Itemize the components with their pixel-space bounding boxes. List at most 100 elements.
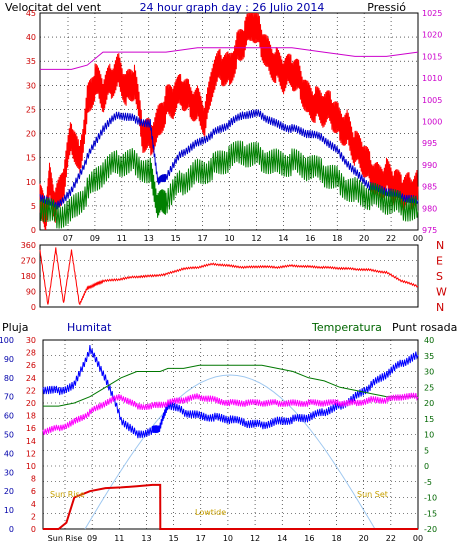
pressure-y-tick-label: 1000 [422,118,442,127]
wind-x-tick-label: 00 [413,234,423,243]
weather-x-tick-label: 14 [277,534,287,543]
wind-x-tick-label: 09 [90,234,100,243]
humidity-y-tick-label: 80 [4,374,14,383]
temperature-y-tick-label: -10 [424,494,437,503]
wind-low-line [39,140,419,229]
pressure-y-tick-label: 1020 [422,31,442,40]
humidity-y-tick-label: 70 [4,393,14,402]
rain-y-tick-label: 20 [26,399,36,408]
rain-y-tick-label: 12 [26,449,36,458]
temperature-y-tick-label: 5 [424,446,429,455]
wind-x-tick-label: 14 [278,234,288,243]
humidity-y-tick-label: 20 [4,487,14,496]
temperature-y-tick-label: 15 [424,415,434,424]
temperature-label: Temperatura [311,321,382,334]
rain-y-tick-label: 22 [26,386,36,395]
sun-elevation-curve [84,374,376,530]
compass-label: W [436,286,447,299]
humidity-y-tick-label: 10 [4,506,14,515]
weather-x-tick-label: Sun Rise [48,534,83,543]
weather-x-tick-label: 12 [250,534,260,543]
wind-x-tick-label: 20 [359,234,369,243]
humidity-y-tick-label: 0 [9,525,14,534]
wind-speed-label: Velocitat del vent [5,1,102,14]
compass-label: S [436,270,443,283]
wind-y-tick-label: 0 [31,226,36,235]
compass-label: E [436,255,443,268]
pressure-y-tick-label: 995 [422,139,437,148]
wind-x-tick-label: 10 [224,234,234,243]
wind-direction-line [39,247,419,306]
weather-x-tick-label: 11 [114,534,124,543]
lowtide-annotation: Lowtide [195,508,226,517]
axis-tick-labels: 0510152025303540459759809859909951000100… [0,9,447,543]
rain-y-tick-label: 6 [31,487,36,496]
wind-x-tick-label: 12 [251,234,261,243]
wind-x-tick-label: 17 [198,234,208,243]
rain-y-tick-label: 8 [31,475,36,484]
humidity-y-tick-label: 40 [4,449,14,458]
dewpoint-label: Punt rosada [392,321,457,334]
pressure-line [40,47,419,70]
rain-y-tick-label: 26 [26,361,36,370]
wind-y-tick-label: 40 [26,33,36,42]
sunset-annotation: Sun Set [357,490,388,499]
pressure-label: Pressió [367,1,406,14]
dewpoint-line [42,392,419,436]
pressure-y-tick-label: 1015 [422,52,442,61]
rain-y-tick-label: 2 [31,512,36,521]
rain-y-tick-label: 18 [26,412,36,421]
wind-y-tick-label: 25 [26,105,36,114]
pressure-y-tick-label: 980 [422,204,437,213]
rain-y-tick-label: 24 [26,374,36,383]
direction-y-tick-label: 90 [26,288,36,297]
humidity-y-tick-label: 30 [4,468,14,477]
wind-y-tick-label: 5 [31,202,36,211]
weather-x-tick-label: 16 [304,534,314,543]
wind-x-tick-label: 07 [63,234,73,243]
temperature-y-tick-label: 40 [424,336,434,345]
temperature-y-tick-label: -5 [424,478,432,487]
rain-accumulation-line [43,483,418,530]
temperature-y-tick-label: 25 [424,383,434,392]
wind-y-tick-label: 20 [26,130,36,139]
temperature-y-tick-label: 30 [424,368,434,377]
wind-average-line [39,109,419,210]
rain-y-tick-label: 0 [31,525,36,534]
pressure-y-tick-label: 990 [422,161,437,170]
weather-x-tick-label: 10 [223,534,233,543]
rain-y-tick-label: 30 [26,336,36,345]
wind-x-tick-label: 15 [171,234,181,243]
temperature-line [43,364,418,407]
pressure-y-tick-label: 1025 [422,9,442,18]
temperature-y-tick-label: 35 [424,352,434,361]
wind-y-tick-label: 10 [26,178,36,187]
weather-x-tick-label: 09 [87,534,97,543]
pressure-y-tick-label: 985 [422,183,437,192]
rain-y-tick-label: 4 [31,500,36,509]
rain-y-tick-label: 10 [26,462,36,471]
weather-x-tick-label: 00 [413,534,423,543]
weather-x-tick-label: 18 [331,534,341,543]
wind-x-tick-label: 22 [386,234,396,243]
compass-label: N [436,239,444,252]
sunrise-annotation: Sun Rise [50,490,85,499]
weather-x-tick-label: 17 [196,534,206,543]
wind-y-tick-label: 45 [26,9,36,18]
pressure-y-tick-label: 975 [422,226,437,235]
chart-title: 24 hour graph day : 26 Julio 2014 [140,1,325,14]
weather-x-tick-label: 20 [359,534,369,543]
pressure-y-tick-label: 1005 [422,96,442,105]
weather-x-tick-label: 15 [169,534,179,543]
rain-y-tick-label: 16 [26,424,36,433]
direction-y-tick-label: 270 [21,257,36,266]
wind-x-tick-label: 18 [332,234,342,243]
temperature-y-tick-label: -20 [424,525,437,534]
humidity-y-tick-label: 100 [0,336,14,345]
temperature-y-tick-label: 20 [424,399,434,408]
wind-y-tick-label: 30 [26,81,36,90]
humidity-y-tick-label: 90 [4,355,14,364]
